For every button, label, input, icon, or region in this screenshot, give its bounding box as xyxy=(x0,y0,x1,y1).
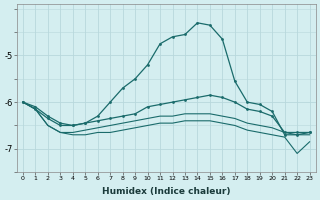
X-axis label: Humidex (Indice chaleur): Humidex (Indice chaleur) xyxy=(102,187,230,196)
